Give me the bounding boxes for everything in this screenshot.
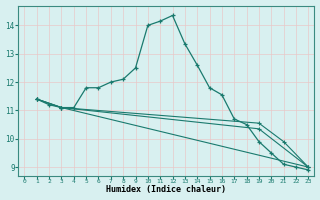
- X-axis label: Humidex (Indice chaleur): Humidex (Indice chaleur): [106, 185, 226, 194]
